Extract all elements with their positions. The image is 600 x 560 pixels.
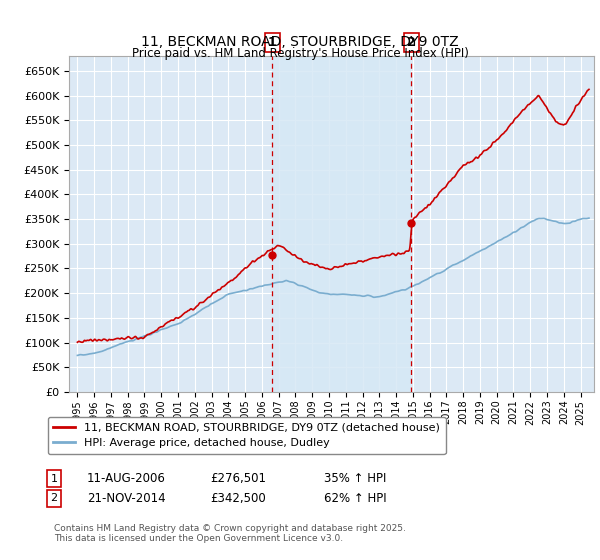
Text: 35% ↑ HPI: 35% ↑ HPI bbox=[324, 472, 386, 486]
Text: 1: 1 bbox=[50, 474, 58, 484]
Legend: 11, BECKMAN ROAD, STOURBRIDGE, DY9 0TZ (detached house), HPI: Average price, det: 11, BECKMAN ROAD, STOURBRIDGE, DY9 0TZ (… bbox=[47, 417, 446, 454]
Bar bbox=[272, 56, 411, 392]
Text: 2: 2 bbox=[407, 36, 415, 49]
Text: 21-NOV-2014: 21-NOV-2014 bbox=[87, 492, 166, 505]
Text: 11, BECKMAN ROAD, STOURBRIDGE, DY9 0TZ: 11, BECKMAN ROAD, STOURBRIDGE, DY9 0TZ bbox=[141, 35, 459, 49]
Text: Contains HM Land Registry data © Crown copyright and database right 2025.
This d: Contains HM Land Registry data © Crown c… bbox=[54, 524, 406, 543]
Text: 62% ↑ HPI: 62% ↑ HPI bbox=[324, 492, 386, 505]
Text: 1: 1 bbox=[268, 36, 277, 49]
Text: 2: 2 bbox=[50, 493, 58, 503]
Text: £276,501: £276,501 bbox=[210, 472, 266, 486]
Text: £342,500: £342,500 bbox=[210, 492, 266, 505]
Text: 11-AUG-2006: 11-AUG-2006 bbox=[87, 472, 166, 486]
Text: Price paid vs. HM Land Registry's House Price Index (HPI): Price paid vs. HM Land Registry's House … bbox=[131, 46, 469, 60]
